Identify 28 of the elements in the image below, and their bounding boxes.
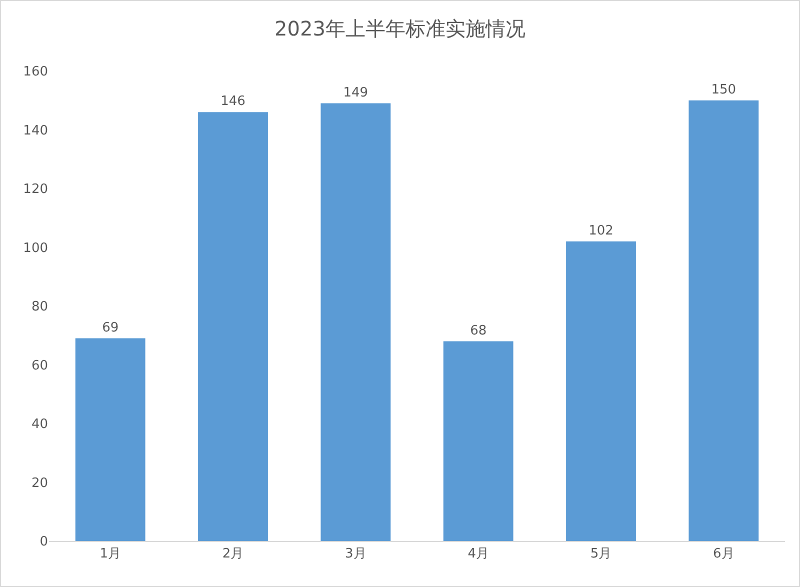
bar: [688, 100, 759, 541]
x-tick-label: 3月: [345, 546, 366, 562]
y-tick-label: 40: [31, 417, 48, 432]
bar: [320, 103, 391, 541]
x-tick-label: 6月: [713, 546, 734, 562]
chart-title: 2023年上半年标准实施情况: [274, 16, 526, 40]
y-tick-label: 80: [31, 300, 48, 315]
y-tick-label: 140: [23, 123, 48, 138]
x-tick-label: 1月: [100, 546, 121, 562]
x-tick-label: 5月: [590, 546, 612, 562]
bar: [75, 338, 146, 541]
y-tick-label: 160: [23, 64, 48, 80]
data-label: 69: [102, 320, 119, 336]
y-tick-label: 100: [23, 240, 48, 256]
data-label: 149: [343, 85, 368, 100]
bar: [566, 241, 636, 541]
data-label: 150: [711, 82, 736, 98]
bar: [198, 112, 268, 541]
y-tick-label: 60: [31, 358, 48, 374]
data-label: 68: [470, 323, 487, 338]
y-tick-label: 0: [40, 534, 48, 550]
x-tick-label: 2月: [222, 546, 244, 562]
bar: [443, 341, 514, 541]
x-tick-label: 4月: [468, 546, 489, 562]
y-tick-label: 20: [31, 476, 48, 491]
y-tick-label: 120: [23, 182, 48, 198]
data-label: 146: [220, 94, 246, 110]
data-label: 102: [588, 223, 614, 238]
